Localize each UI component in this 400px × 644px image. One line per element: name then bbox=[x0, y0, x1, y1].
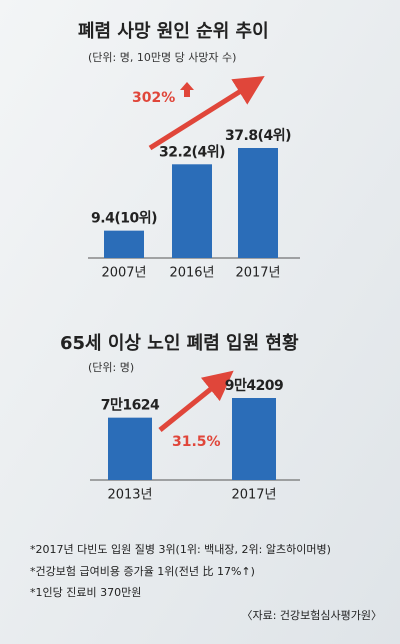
value-label: 9만4209 bbox=[225, 378, 284, 394]
trend-arrow bbox=[158, 370, 234, 432]
value-label: 32.2(4위) bbox=[159, 144, 225, 160]
bar bbox=[238, 148, 278, 258]
chart-title: 65세 이상 노인 폐렴 입원 현황 bbox=[60, 332, 299, 354]
bar bbox=[108, 417, 152, 480]
bar bbox=[172, 164, 212, 258]
x-tick-label: 2017년 bbox=[235, 266, 280, 281]
x-tick-label: 2007년 bbox=[101, 266, 146, 281]
bar bbox=[232, 398, 276, 480]
bar bbox=[104, 230, 144, 258]
chart-subtitle: (단위: 명, 10만명 당 사망자 수) bbox=[88, 51, 236, 64]
chart-subtitle: (단위: 명) bbox=[88, 361, 134, 374]
value-label: 37.8(4위) bbox=[225, 128, 291, 144]
trend-arrow bbox=[148, 76, 265, 151]
footnote: *건강보험 급여비용 증가율 1위(전년 比 17%↑) bbox=[30, 565, 255, 578]
footnote: *2017년 다빈도 입원 질병 3위(1위: 백내장, 2위: 알츠하이머병) bbox=[30, 542, 331, 556]
annotation: 302% bbox=[132, 90, 175, 106]
source: 〈자료: 건강보험심사평가원〉 bbox=[241, 609, 382, 622]
x-tick-label: 2017년 bbox=[231, 488, 276, 503]
footnote: *1인당 진료비 370만원 bbox=[30, 586, 141, 599]
x-tick-label: 2013년 bbox=[107, 488, 152, 503]
value-label: 7만1624 bbox=[101, 398, 160, 414]
chart-title: 폐렴 사망 원인 순위 추이 bbox=[78, 21, 269, 42]
annotation: 31.5% bbox=[172, 434, 221, 450]
x-tick-label: 2016년 bbox=[169, 266, 214, 281]
up-icon bbox=[180, 82, 194, 97]
value-label: 9.4(10위) bbox=[91, 211, 157, 227]
